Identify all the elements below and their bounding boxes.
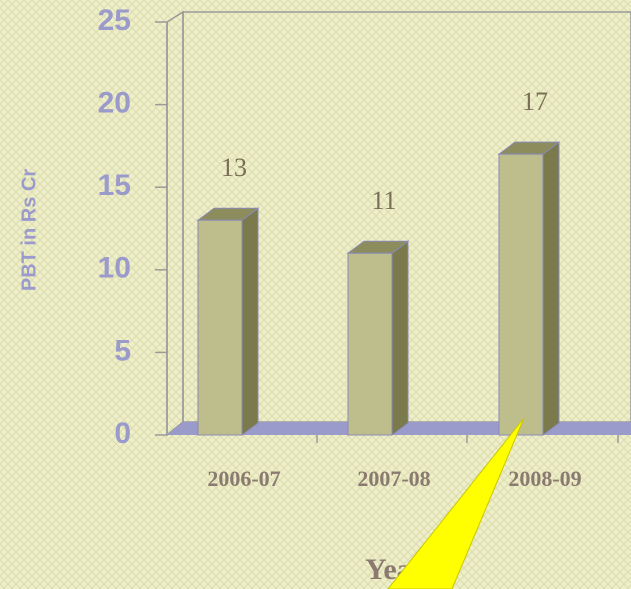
y-tick-label: 5 [114, 334, 131, 367]
bar [498, 153, 544, 436]
bar-side [542, 141, 560, 436]
y-tick-label: 20 [98, 87, 131, 120]
y-tick-label: 25 [98, 4, 131, 37]
x-tick-label: 2007-08 [357, 466, 430, 491]
bar [197, 219, 243, 436]
data-label: 11 [371, 186, 396, 215]
callout [387, 417, 525, 589]
bar-side [391, 240, 409, 436]
y-tick-label: 0 [114, 417, 131, 450]
y-tick-label: 10 [98, 252, 131, 285]
x-tick-label: 2006-07 [207, 466, 280, 491]
y-tick-label: 15 [98, 169, 131, 202]
data-label: 17 [522, 87, 548, 116]
plot: 0 5 10 15 20 25 13 2006-07 11 2007-08 17 2008-09 [98, 4, 619, 491]
data-label: 13 [221, 153, 247, 182]
bar-side [241, 207, 259, 436]
y-axis-label: PBT in Rs Cr [18, 169, 40, 291]
x-tick-label: 2008-09 [508, 466, 581, 491]
bar [347, 252, 393, 436]
